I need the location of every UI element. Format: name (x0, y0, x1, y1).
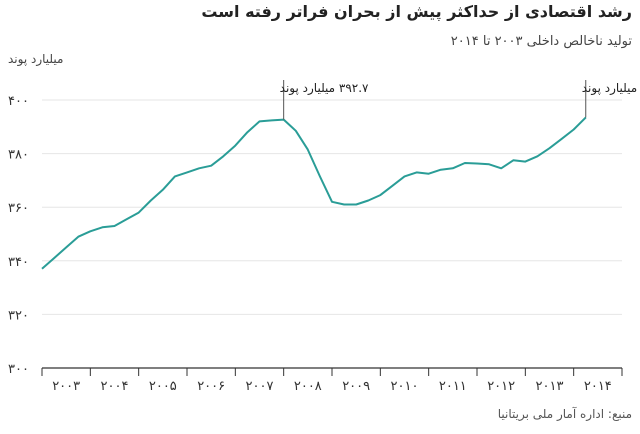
x-tick-label-2008: ۲۰۰۸ (294, 379, 322, 394)
x-tick-label-2003: ۲۰۰۳ (52, 379, 80, 394)
y-tick-label-340: ۳۴۰ (8, 255, 29, 270)
x-tick-label-2013: ۲۰۱۳ (536, 379, 564, 394)
chart-title: رشد اقتصادی از حداکثر پیش از بحران فراتر… (201, 2, 632, 21)
x-tick-label-2012: ۲۰۱۲ (487, 379, 515, 394)
source-note: منبع: اداره آمار ملی بریتانیا (497, 407, 632, 421)
y-tick-label-320: ۳۲۰ (8, 308, 29, 323)
x-tick-label-2011: ۲۰۱۱ (439, 379, 467, 394)
annotation-label-1: ۳۹۳.۵ میلیارد پوند (582, 81, 640, 96)
y-tick-label-380: ۳۸۰ (8, 148, 29, 163)
y-tick-label-400: ۴۰۰ (8, 94, 29, 109)
x-tick-label-2010: ۲۰۱۰ (391, 379, 419, 394)
x-tick-label-2007: ۲۰۰۷ (246, 379, 274, 394)
x-tick-label-2005: ۲۰۰۵ (149, 379, 177, 394)
x-tick-label-2006: ۲۰۰۶ (197, 379, 225, 394)
y-axis-unit-label: میلیارد پوند (8, 52, 64, 66)
x-tick-label-2009: ۲۰۰۹ (342, 379, 370, 394)
series-line-gdp (41, 116, 587, 270)
x-tick-label-2004: ۲۰۰۴ (101, 379, 129, 394)
chart-subtitle: تولید ناخالص داخلی ۲۰۰۳ تا ۲۰۱۴ (450, 34, 632, 49)
y-tick-label-360: ۳۶۰ (8, 201, 29, 216)
y-tick-label-300: ۳۰۰ (8, 362, 29, 377)
x-tick-label-2014: ۲۰۱۴ (584, 379, 612, 394)
annotation-label-0: ۳۹۲.۷ میلیارد پوند (280, 81, 369, 96)
